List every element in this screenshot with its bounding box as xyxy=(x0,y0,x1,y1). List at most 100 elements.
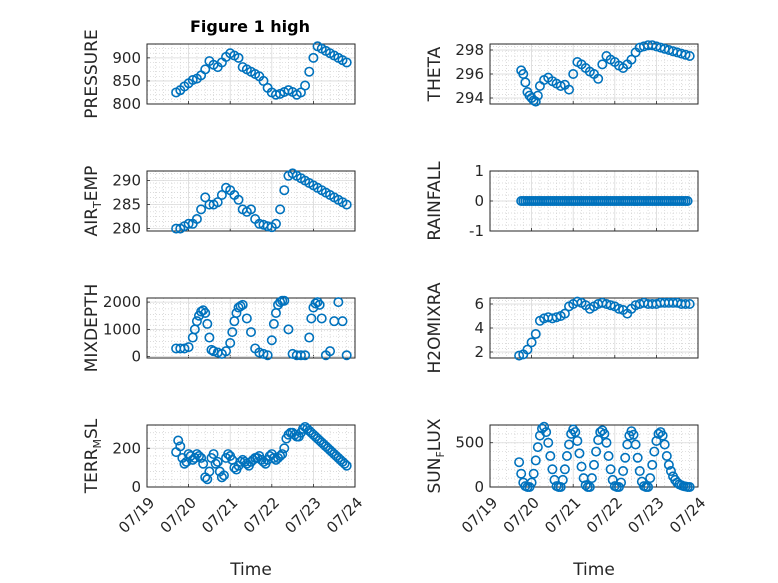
terr_msl-data-point xyxy=(179,458,190,469)
sun_flux-data-point xyxy=(539,421,550,432)
pressure-y-tick-label: 850 xyxy=(112,72,141,90)
h2omixra-y-axis-label: H2OMIXRA xyxy=(425,282,445,373)
terr_msl-y-tick-label: 200 xyxy=(112,439,141,457)
sun_flux-data-point xyxy=(514,457,525,468)
terr_msl-data-point xyxy=(175,441,186,452)
theta-axes: 294 296 298 THETA xyxy=(425,40,699,107)
sun_flux-y-axis-label: SUNFLUX xyxy=(425,418,447,493)
sun_flux-data-point xyxy=(557,474,568,485)
sun_flux-data-point xyxy=(651,435,662,446)
sun_flux-data-point xyxy=(588,459,599,470)
h2omixra-y-tick-label: 2 xyxy=(474,343,484,361)
sun_flux-x-tick-label: 07/20 xyxy=(500,494,543,537)
mixdepth-data-point xyxy=(225,337,236,348)
sun_flux-data-point xyxy=(665,466,676,477)
terr_msl-y-axis-label: TERRMSL xyxy=(82,418,104,494)
air_temp-data-point xyxy=(191,214,202,225)
sun_flux-data-point xyxy=(645,473,656,484)
sun_flux-data-point xyxy=(564,439,575,450)
h2omixra-axes: 2 4 6 H2OMIXRA xyxy=(425,282,699,374)
terr_msl-data-point xyxy=(339,458,350,469)
sun_flux-x-tick-label: 07/23 xyxy=(624,494,667,537)
pressure-data-point xyxy=(233,52,244,63)
pressure-axes-border xyxy=(146,43,356,105)
theta-data-point xyxy=(684,50,695,61)
sun_flux-x-tick-label: 07/22 xyxy=(583,494,626,537)
mixdepth-y-tick-label: 1000 xyxy=(103,320,141,338)
air_temp-y-tick-label: 285 xyxy=(112,196,141,214)
terr_msl-data-point xyxy=(204,466,215,477)
pressure-y-tick-label: 800 xyxy=(112,95,141,113)
pressure-axes: 800 850 900 PRESSURE xyxy=(82,29,356,119)
mixdepth-data-point xyxy=(295,350,306,361)
h2omixra-data-point xyxy=(551,312,562,323)
pressure-data-point xyxy=(304,66,315,77)
theta-y-axis-label: THETA xyxy=(425,46,445,102)
air_temp-data-point xyxy=(196,204,207,215)
mixdepth-data-point xyxy=(300,350,311,361)
mixdepth-data-point xyxy=(268,318,279,329)
terr_msl-data-point xyxy=(196,452,207,463)
rainfall-y-tick-label: 1 xyxy=(474,162,484,180)
sun_flux-data-point xyxy=(568,424,579,435)
sun_flux-data-point xyxy=(528,468,539,479)
sun_flux-data-point xyxy=(570,427,581,438)
theta-data-point xyxy=(532,90,543,101)
sun_flux-data-point xyxy=(576,461,587,472)
terr_msl-data-point xyxy=(268,452,279,463)
air_temp-data-point xyxy=(212,197,223,208)
h2omixra-data-point xyxy=(526,337,537,348)
rainfall-y-axis-label: RAINFALL xyxy=(425,161,445,241)
sun_flux-data-point xyxy=(618,466,629,477)
mixdepth-data-point xyxy=(246,327,257,338)
theta-data-point xyxy=(555,81,566,92)
sun_flux-data-point xyxy=(601,437,612,448)
rainfall-axes: -1 0 1 RAINFALL xyxy=(425,161,699,241)
sun_flux-data-point xyxy=(555,481,566,492)
mixdepth-data-point xyxy=(179,343,190,354)
sun_flux-y-tick-label: 0 xyxy=(474,478,484,496)
mixdepth-data-point xyxy=(258,348,269,359)
air_temp-data-point xyxy=(216,190,227,201)
sun_flux-x-tick-label: 07/24 xyxy=(666,494,709,537)
pressure-data-point xyxy=(308,52,319,63)
air_temp-data-point xyxy=(275,204,286,215)
mixdepth-data-point xyxy=(200,307,211,318)
terr_msl-data-point xyxy=(341,460,352,471)
sun_flux-data-point xyxy=(572,435,583,446)
mixdepth-data-point xyxy=(279,295,290,306)
terr_msl-x-tick-label: 07/24 xyxy=(323,494,366,537)
h2omixra-data-point xyxy=(613,303,624,314)
mixdepth-data-point xyxy=(191,316,202,327)
terr_msl-x-tick-label: 07/19 xyxy=(115,494,158,537)
mixdepth-data-point xyxy=(312,297,323,308)
mixdepth-data-point xyxy=(306,313,317,324)
h2omixra-data-point xyxy=(605,300,616,311)
sun_flux-data-point xyxy=(526,477,537,488)
sun_flux-data-point xyxy=(561,450,572,461)
mixdepth-data-point xyxy=(204,332,215,343)
terr_msl-data-point xyxy=(210,458,221,469)
air_temp-axes: 280 285 290 AIRTEMP xyxy=(82,166,356,238)
sun_flux-data-point xyxy=(630,439,641,450)
air_temp-data-point xyxy=(183,218,194,229)
terr_msl-data-point xyxy=(216,472,227,483)
sun_flux-data-point xyxy=(532,442,543,453)
sun_flux-data-point xyxy=(530,455,541,466)
air_temp-plot-area xyxy=(146,170,356,232)
mixdepth-data-point xyxy=(237,299,248,310)
air_temp-data-point xyxy=(200,192,211,203)
air_temp-data-point xyxy=(233,194,244,205)
pressure-data-point xyxy=(200,64,211,75)
sun_flux-x-tick-label: 07/19 xyxy=(458,494,501,537)
sun_flux-data-point xyxy=(516,468,527,479)
theta-data-point xyxy=(564,84,575,95)
theta-data-point xyxy=(568,69,579,80)
terr_msl-data-point xyxy=(277,449,288,460)
terr_msl-data-point xyxy=(173,435,184,446)
terr_msl-data-point xyxy=(297,423,308,434)
sun_flux-data-point xyxy=(643,481,654,492)
terr_msl-x-tick-label: 07/23 xyxy=(281,494,324,537)
